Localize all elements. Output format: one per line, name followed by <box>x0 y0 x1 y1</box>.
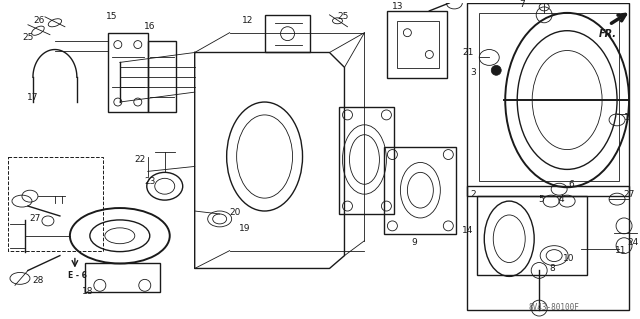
Text: 11: 11 <box>615 246 627 255</box>
Text: 5: 5 <box>538 195 544 204</box>
Bar <box>148 41 176 112</box>
Bar <box>467 3 629 196</box>
Bar <box>385 147 456 234</box>
Bar <box>108 33 148 112</box>
Text: 26: 26 <box>33 16 45 25</box>
Text: 15: 15 <box>106 12 118 21</box>
Text: 25: 25 <box>22 33 34 42</box>
Text: 28: 28 <box>32 276 44 285</box>
Text: 23: 23 <box>144 177 156 186</box>
Text: 19: 19 <box>239 224 250 233</box>
Text: FR.: FR. <box>599 29 617 39</box>
Text: 6: 6 <box>568 180 574 189</box>
Text: 20: 20 <box>229 209 241 218</box>
Text: 4: 4 <box>558 195 564 204</box>
Text: 10: 10 <box>563 254 575 263</box>
Bar <box>397 21 439 68</box>
Ellipse shape <box>492 65 501 75</box>
Text: 22: 22 <box>134 155 145 164</box>
Text: 12: 12 <box>242 16 253 25</box>
Text: 25: 25 <box>338 12 349 21</box>
Bar <box>477 196 587 275</box>
Text: 14: 14 <box>461 226 473 235</box>
Bar <box>387 11 447 78</box>
Text: 27: 27 <box>623 190 635 199</box>
Text: 3: 3 <box>470 68 476 77</box>
Text: 8V43-80100F: 8V43-80100F <box>529 303 580 312</box>
Bar <box>339 107 394 214</box>
Text: 21: 21 <box>463 48 474 57</box>
Bar <box>8 157 103 251</box>
Text: 17: 17 <box>27 93 38 101</box>
Bar <box>479 13 619 181</box>
Text: 2: 2 <box>470 190 476 199</box>
Bar <box>264 15 310 53</box>
Text: 27: 27 <box>29 214 40 223</box>
Text: 16: 16 <box>144 22 156 31</box>
Text: 7: 7 <box>519 0 525 10</box>
Text: 24: 24 <box>627 238 639 247</box>
Bar <box>467 186 629 310</box>
Text: 8: 8 <box>549 264 555 273</box>
Text: E - 6: E - 6 <box>68 271 87 280</box>
Text: 9: 9 <box>412 238 417 247</box>
Text: 1: 1 <box>624 113 630 122</box>
Text: 18: 18 <box>82 287 93 296</box>
Bar <box>85 263 160 292</box>
Text: 13: 13 <box>392 3 403 11</box>
